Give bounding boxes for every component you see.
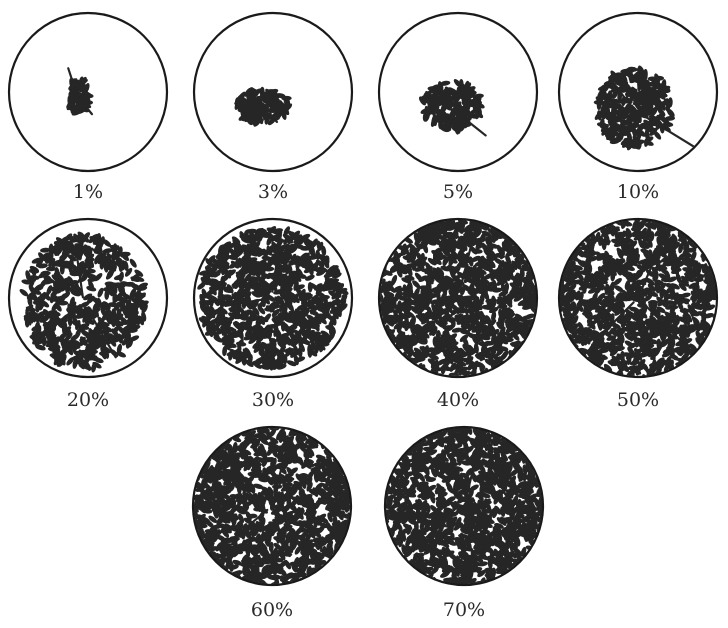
canopy-panel-30pct: 30% <box>192 217 354 411</box>
coverage-label: 30% <box>252 389 294 411</box>
sample-circle <box>192 217 354 379</box>
coverage-label: 1% <box>73 181 103 203</box>
coverage-label: 60% <box>251 599 293 621</box>
foliage-cluster <box>66 67 94 116</box>
canopy-panel-40pct: 40% <box>377 217 539 411</box>
foliage-cluster <box>19 231 149 373</box>
coverage-label: 10% <box>617 181 659 203</box>
foliage-cluster <box>418 79 487 137</box>
coverage-label: 50% <box>617 389 659 411</box>
canopy-panel-60pct: 60% <box>191 425 353 621</box>
coverage-label: 40% <box>437 389 479 411</box>
canopy-panel-50pct: 50% <box>557 217 719 411</box>
foliage-cluster <box>593 65 707 155</box>
sample-circle <box>191 425 353 587</box>
foliage-cluster <box>234 86 293 127</box>
canopy-panel-1pct: 1% <box>7 11 169 203</box>
sample-circle <box>377 11 539 173</box>
foliage-cluster <box>386 428 542 584</box>
canopy-panel-10pct: 10% <box>557 11 719 203</box>
sample-circle <box>377 217 539 379</box>
canopy-panel-3pct: 3% <box>192 11 354 203</box>
foliage-cluster <box>194 428 350 584</box>
coverage-label: 5% <box>443 181 473 203</box>
canopy-panel-5pct: 5% <box>377 11 539 203</box>
sample-circle <box>192 11 354 173</box>
sample-circle <box>7 217 169 379</box>
coverage-label: 3% <box>258 181 288 203</box>
canopy-panel-70pct: 70% <box>383 425 545 621</box>
foliage-cluster <box>560 220 716 376</box>
coverage-label: 70% <box>443 599 485 621</box>
coverage-label: 20% <box>67 389 109 411</box>
canopy-panel-20pct: 20% <box>7 217 169 411</box>
foliage-cluster <box>197 226 349 371</box>
sample-circle <box>383 425 545 587</box>
sample-circle <box>557 11 719 173</box>
foliage-cluster <box>380 220 536 376</box>
sample-circle <box>557 217 719 379</box>
sample-circle <box>7 11 169 173</box>
